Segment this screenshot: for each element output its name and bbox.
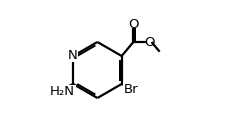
Text: Br: Br xyxy=(124,83,138,96)
Text: N: N xyxy=(68,49,77,62)
Text: O: O xyxy=(144,36,155,49)
Text: O: O xyxy=(128,18,139,31)
Text: H₂N: H₂N xyxy=(50,85,75,98)
